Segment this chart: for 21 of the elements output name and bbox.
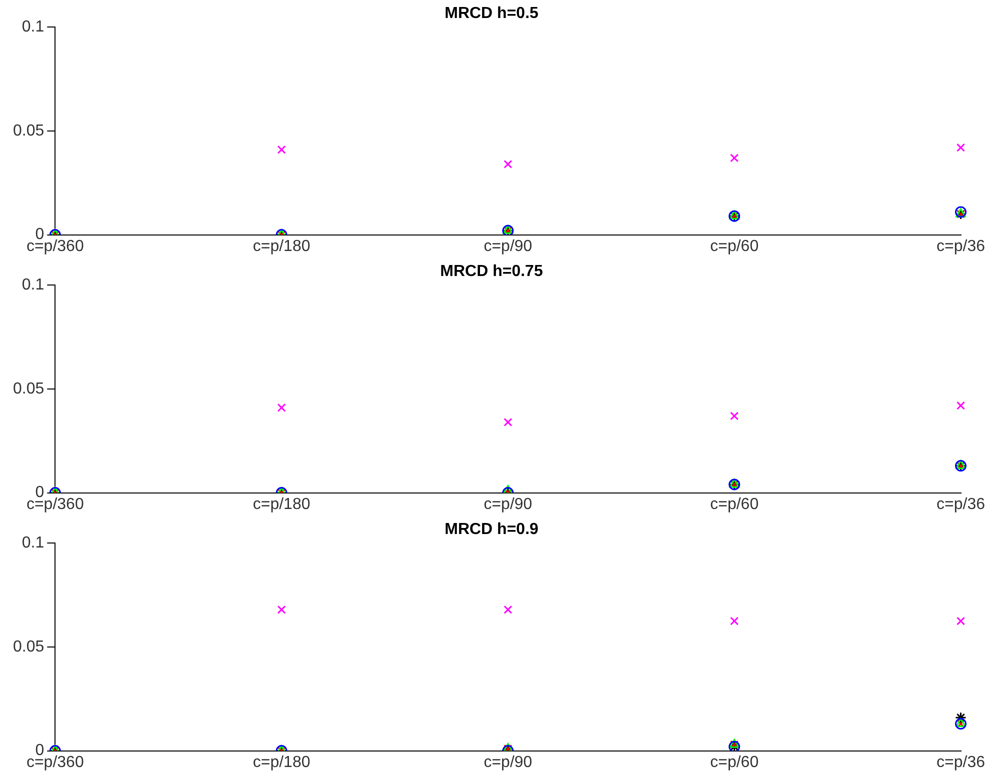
y-tick-label: 0.1: [22, 534, 44, 552]
y-tick-label: 0.1: [22, 18, 44, 36]
y-tick-label: 0.05: [13, 638, 44, 656]
chart-title: MRCD h=0.75: [440, 263, 543, 280]
chart-title: MRCD h=0.5: [444, 5, 538, 22]
y-tick-label: 0.1: [22, 276, 44, 294]
x-tick-label: c=p/36: [936, 238, 986, 255]
x-tick-label: c=p/60: [710, 496, 759, 513]
x-tick-label: c=p/90: [484, 754, 532, 771]
x-tick-label: c=p/60: [710, 754, 759, 771]
x-tick-label: c=p/90: [484, 496, 532, 513]
x-tick-label: c=p/90: [484, 238, 532, 255]
x-tick-label: c=p/36: [936, 496, 986, 513]
x-tick-label: c=p/180: [252, 754, 310, 771]
x-tick-label: c=p/36: [936, 754, 986, 771]
chart-title: MRCD h=0.9: [444, 521, 538, 538]
x-tick-label: c=p/180: [252, 238, 310, 255]
y-tick-label: 0.05: [13, 380, 44, 398]
x-tick-label: c=p/180: [252, 496, 310, 513]
y-tick-label: 0.05: [13, 122, 44, 140]
x-tick-label: c=p/60: [710, 238, 759, 255]
